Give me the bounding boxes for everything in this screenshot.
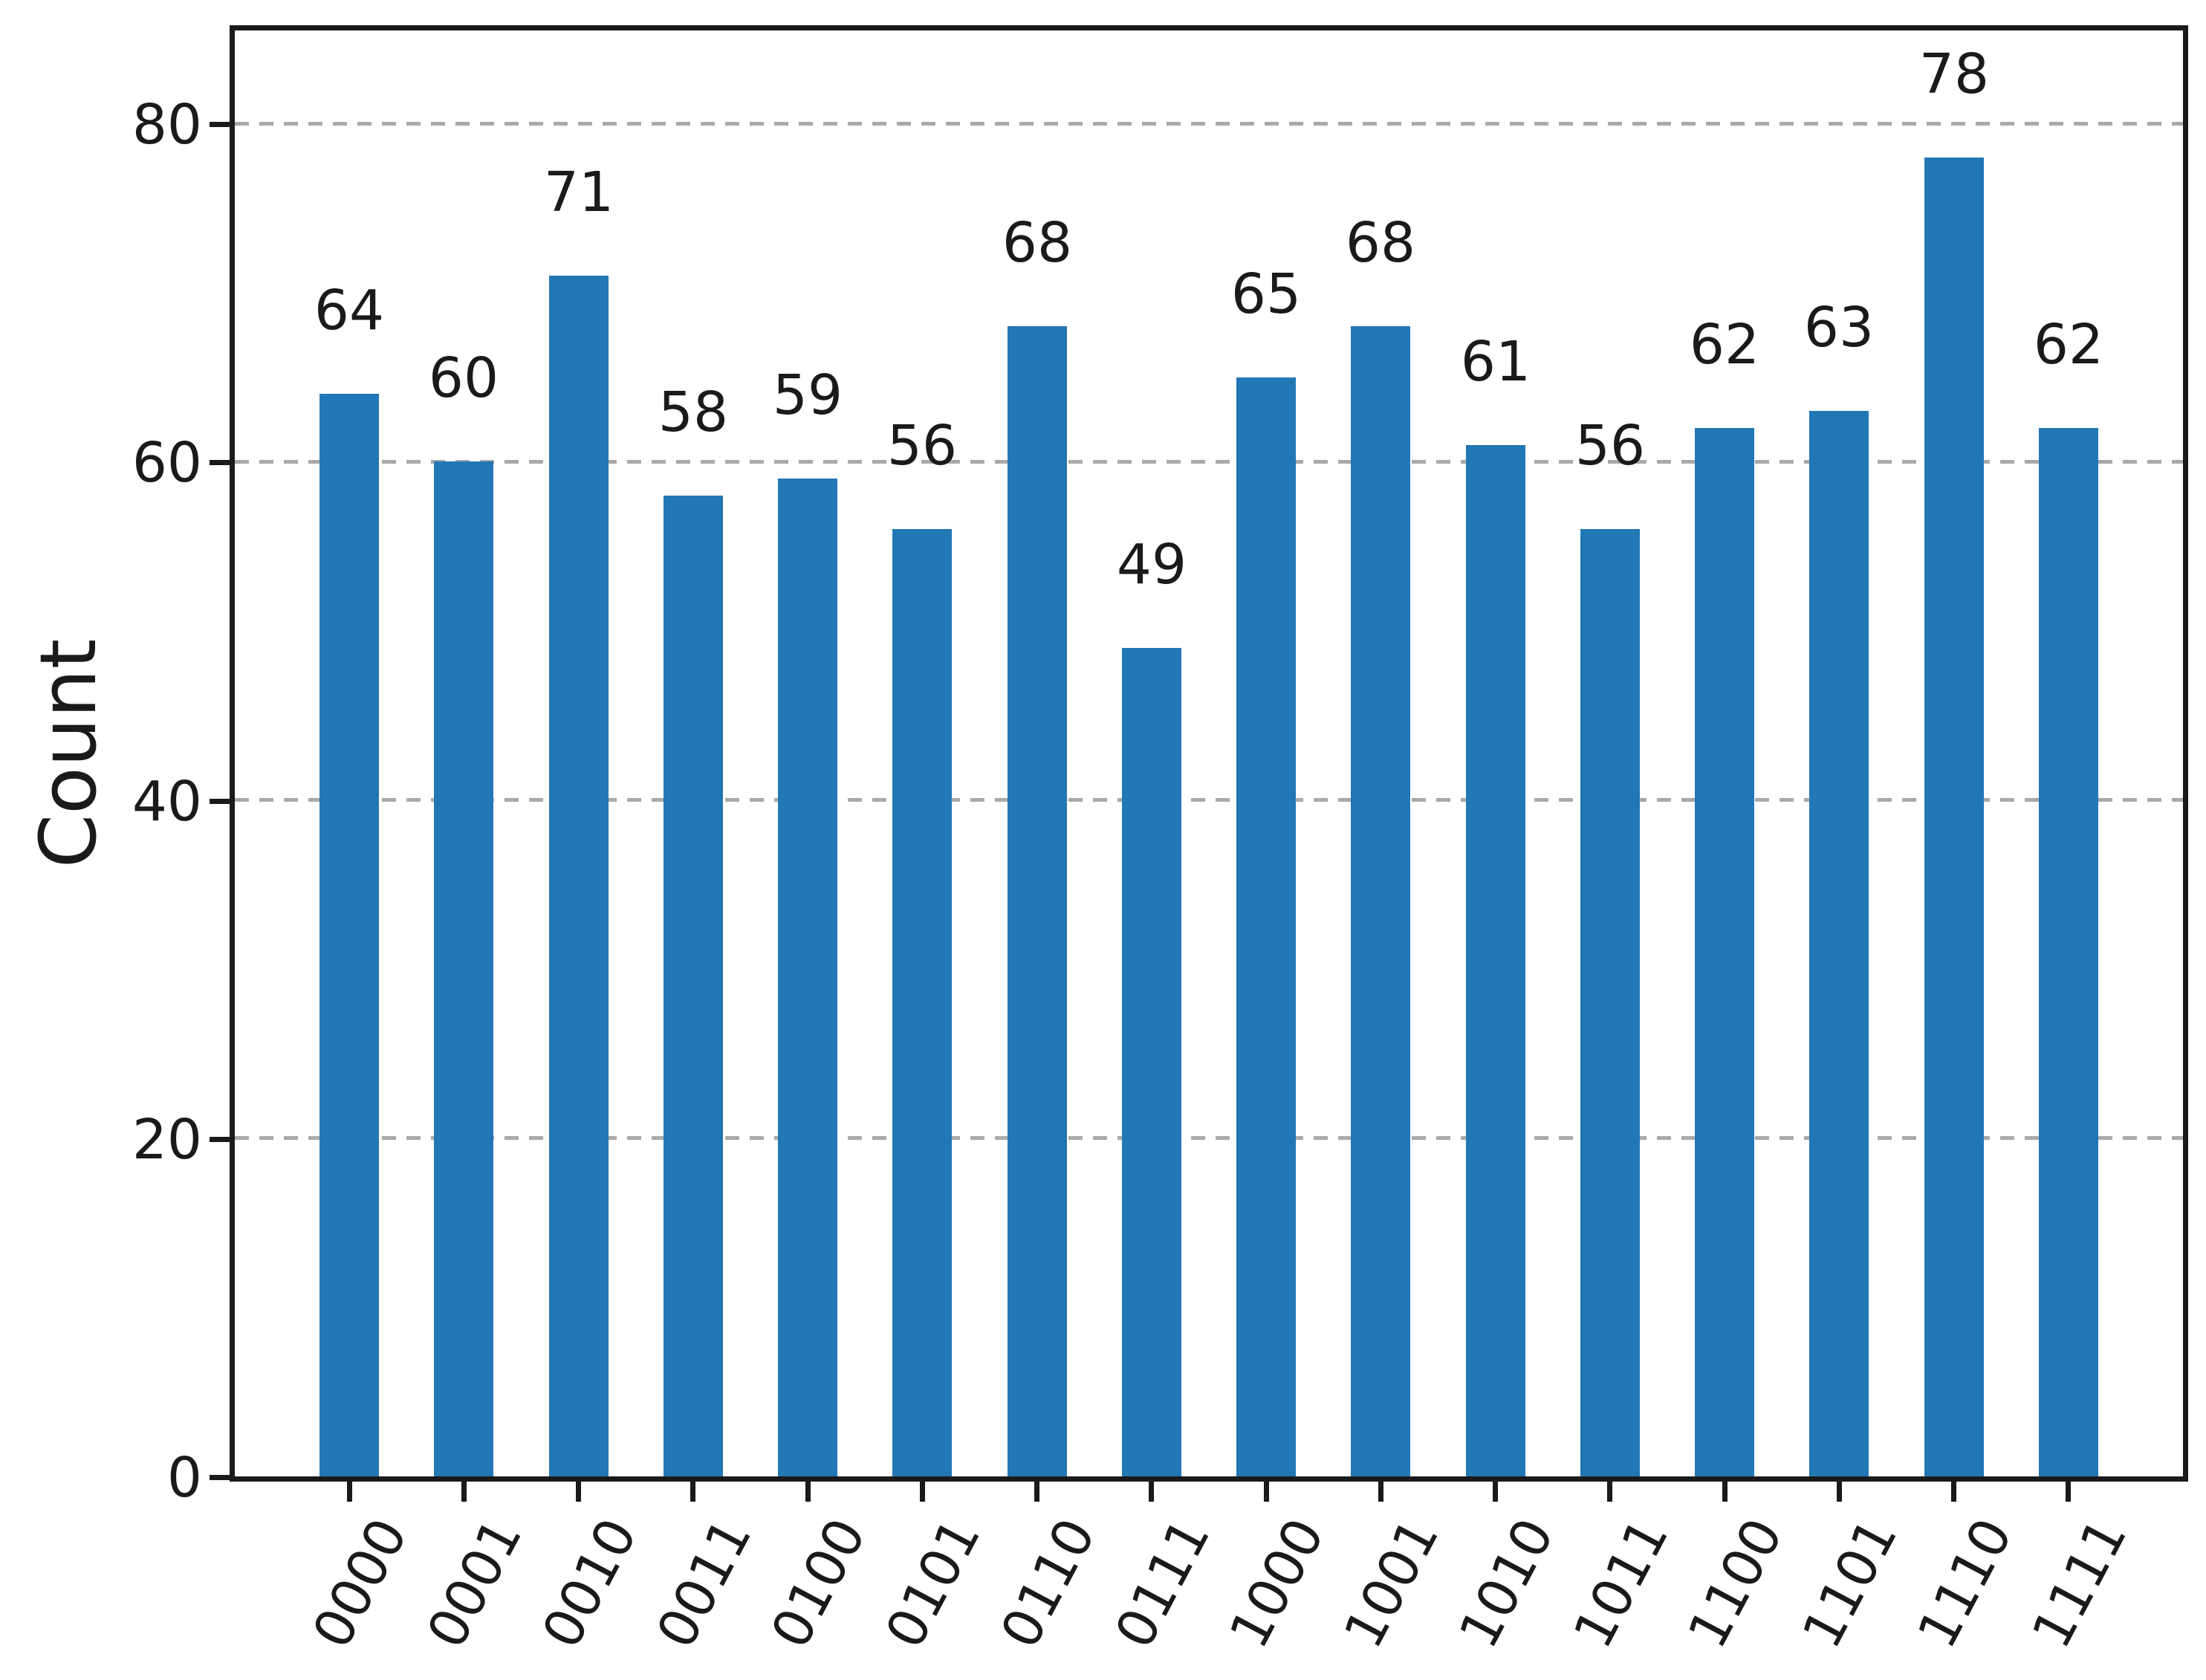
bar-value-label-0001: 60 [428,346,499,410]
x-tick-1001 [1378,1482,1383,1502]
x-tick-label-0101: 0101 [872,1508,993,1658]
bar-value-label-1100: 62 [1689,313,1760,377]
x-tick-1010 [1493,1482,1498,1502]
gridline-y20 [235,1136,2183,1140]
x-tick-1111 [2066,1482,2071,1502]
bar-0100 [778,479,837,1476]
y-tick-label-0: 0 [166,1446,202,1510]
x-tick-label-1110: 1110 [1904,1508,2025,1658]
bar-value-label-1111: 62 [2033,313,2104,377]
bar-value-label-1001: 68 [1345,211,1416,275]
bar-1100 [1695,428,1754,1476]
x-tick-1100 [1722,1482,1728,1502]
bar-0110 [1008,326,1067,1476]
y-tick-label-20: 20 [132,1108,202,1172]
x-tick-0010 [576,1482,581,1502]
x-tick-label-1010: 1010 [1446,1508,1566,1658]
bar-value-label-1000: 65 [1230,262,1302,326]
bar-value-label-0010: 71 [543,160,614,224]
x-tick-label-1100: 1100 [1675,1508,1795,1658]
x-tick-1101 [1837,1482,1842,1502]
bar-value-label-1110: 78 [1918,42,1990,106]
bar-value-label-0100: 59 [772,363,843,427]
bar-value-label-1101: 63 [1803,296,1875,360]
x-tick-0001 [461,1482,467,1502]
x-tick-label-1101: 1101 [1789,1508,1910,1658]
x-tick-1000 [1264,1482,1269,1502]
x-tick-1110 [1951,1482,1956,1502]
bar-0000 [319,394,379,1476]
x-tick-label-1001: 1001 [1331,1508,1451,1658]
bar-1000 [1236,377,1296,1476]
gridline-y40 [235,798,2183,802]
x-tick-0111 [1149,1482,1154,1502]
gridline-y60 [235,460,2183,464]
bar-0111 [1122,648,1181,1476]
y-tick-60 [210,460,230,465]
y-tick-label-40: 40 [132,770,202,834]
y-tick-80 [210,122,230,127]
x-tick-label-0111: 0111 [1102,1508,1222,1658]
bar-0101 [892,529,952,1476]
bar-value-label-0011: 58 [658,380,729,444]
gridline-y80 [235,122,2183,126]
bar-1111 [2039,428,2098,1476]
bar-value-label-0110: 68 [1002,211,1073,275]
y-tick-label-80: 80 [132,93,202,157]
y-tick-label-60: 60 [132,431,202,495]
bar-0010 [549,276,609,1476]
x-tick-label-0110: 0110 [987,1508,1108,1658]
x-tick-0100 [805,1482,811,1502]
y-tick-20 [210,1137,230,1142]
bar-value-label-0101: 56 [886,414,958,478]
bar-1010 [1466,445,1525,1476]
x-tick-0011 [690,1482,695,1502]
x-tick-0000 [347,1482,352,1502]
bar-1101 [1809,411,1869,1476]
y-tick-0 [210,1475,230,1480]
bar-1001 [1351,326,1410,1476]
x-tick-label-1000: 1000 [1216,1508,1337,1658]
x-tick-label-0001: 0001 [414,1508,534,1658]
x-tick-label-0011: 0011 [643,1508,764,1658]
x-tick-label-0000: 0000 [299,1508,420,1658]
x-tick-0110 [1034,1482,1039,1502]
bar-value-label-0111: 49 [1116,533,1187,597]
bar-1011 [1580,529,1640,1476]
bar-value-label-0000: 64 [314,279,385,343]
bar-0011 [664,496,723,1476]
x-tick-label-1111: 1111 [2019,1508,2139,1658]
x-tick-label-0100: 0100 [758,1508,878,1658]
x-tick-label-1011: 1011 [1560,1508,1681,1658]
bar-0001 [434,461,493,1476]
x-tick-1011 [1607,1482,1612,1502]
bar-value-label-1011: 56 [1574,414,1646,478]
plot-area: 64 60 71 58 59 56 68 49 65 68 61 56 62 63 78 62 [230,25,2188,1482]
x-tick-label-0010: 0010 [529,1508,649,1658]
y-tick-40 [210,799,230,804]
bar-value-label-1010: 61 [1460,330,1531,394]
bar-1110 [1924,158,1984,1476]
x-tick-0101 [920,1482,925,1502]
